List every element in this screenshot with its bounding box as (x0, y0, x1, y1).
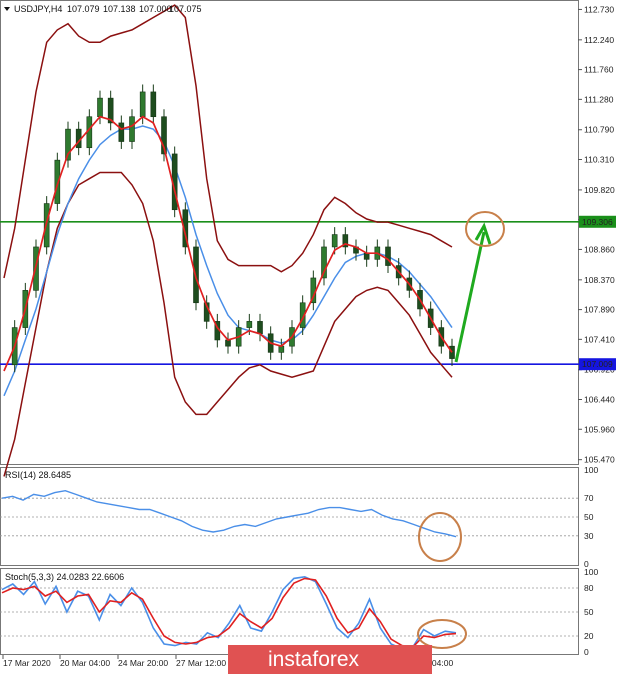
indicator-tick-label: 100 (584, 465, 598, 475)
candle-body (139, 91, 146, 118)
target-arrow (454, 231, 486, 363)
candle-body (246, 321, 253, 328)
candle-body (129, 116, 135, 142)
indicator-tick-label: 0 (584, 647, 589, 657)
price-tick-label: 109.820 (584, 185, 615, 195)
indicator-tick-label: 20 (584, 631, 594, 641)
price-tick-label: 108.860 (584, 244, 615, 254)
candle-body (342, 234, 349, 248)
indicator-tick-label: 50 (584, 607, 594, 617)
watermark-bar (228, 645, 432, 674)
price-tick-label: 106.440 (584, 395, 615, 405)
candle-body (321, 246, 327, 279)
price-tick-label: 111.280 (584, 94, 614, 104)
candle-body (257, 321, 263, 335)
rsi-title: RSI(14) 28.6485 (5, 470, 71, 480)
time-tick-label: 27 Mar 12:00 (176, 658, 226, 668)
candle-body (182, 209, 189, 248)
price-tick-label: 107.890 (584, 305, 615, 315)
price-tick-label: 112.240 (584, 35, 614, 45)
price-tick-label: 108.370 (584, 275, 615, 285)
candle-body (225, 339, 231, 347)
indicator-tick-label: 100 (584, 567, 598, 577)
level-price-label: 107.009 (582, 359, 613, 369)
indicator-tick-label: 80 (584, 583, 594, 593)
price-tick-label: 110.310 (584, 155, 614, 165)
level-price-tag (579, 358, 616, 371)
chart-header: USDJPY,H4 107.079 107.138 107.000 107.07… (4, 4, 202, 14)
price-tick-label: 110.790 (584, 125, 614, 135)
fast-ma-line (3, 115, 453, 372)
candle-body (363, 252, 370, 260)
candle-body (118, 122, 125, 142)
time-tick-label: 24 Mar 20:00 (118, 658, 168, 668)
stochastic-line (1, 575, 457, 650)
slow-ma-line (3, 125, 453, 397)
indicator-tick-label: 70 (584, 493, 594, 503)
candle-body (385, 246, 391, 266)
candle-body (97, 97, 103, 118)
price-tick-label: 111.760 (584, 65, 614, 75)
candle-body (65, 128, 71, 161)
indicator-tick-label: 50 (584, 512, 594, 522)
price-tick-label: 107.410 (584, 334, 615, 344)
price-tick-label: 105.470 (584, 455, 615, 465)
price-tick-label: 112.730 (584, 4, 614, 14)
candle-body (278, 345, 285, 353)
candle-body (54, 159, 61, 204)
target-circle (465, 211, 505, 247)
candle-body (161, 116, 167, 155)
watermark-text: instaforex (268, 648, 360, 671)
candle-body (107, 97, 114, 124)
candle-body (331, 234, 338, 248)
time-tick-label: 20 Mar 04:00 (60, 658, 110, 668)
target-arrow-head (474, 222, 492, 245)
level-price-label: 109.306 (582, 217, 613, 227)
bollinger-upper-line (3, 4, 453, 279)
indicator-tick-label: 0 (584, 559, 589, 569)
main-panel-border (0, 0, 579, 465)
rsi-line (1, 489, 457, 538)
stoch-title: Stoch(5,3,3) 24.0283 22.6606 (5, 572, 124, 582)
candle-body (150, 91, 157, 118)
time-tick-label: 17 Mar 2020 (3, 658, 51, 668)
rsi-panel-border (0, 467, 579, 566)
ohlc-low: 107.000 (139, 4, 172, 14)
bollinger-lower-line (3, 171, 453, 477)
rsi-circle (418, 512, 462, 562)
price-tick-label: 105.960 (584, 424, 615, 434)
chart-title: USDJPY,H4 (14, 4, 62, 14)
level-price-tag (579, 215, 616, 228)
ohlc-close: 107.075 (169, 4, 202, 14)
stoch-circle (417, 619, 467, 649)
indicator-tick-label: 30 (584, 531, 594, 541)
triangle-down-icon (4, 7, 10, 11)
ohlc-open: 107.079 (67, 4, 100, 14)
ohlc-high: 107.138 (103, 4, 136, 14)
stochastic-line (1, 577, 457, 649)
